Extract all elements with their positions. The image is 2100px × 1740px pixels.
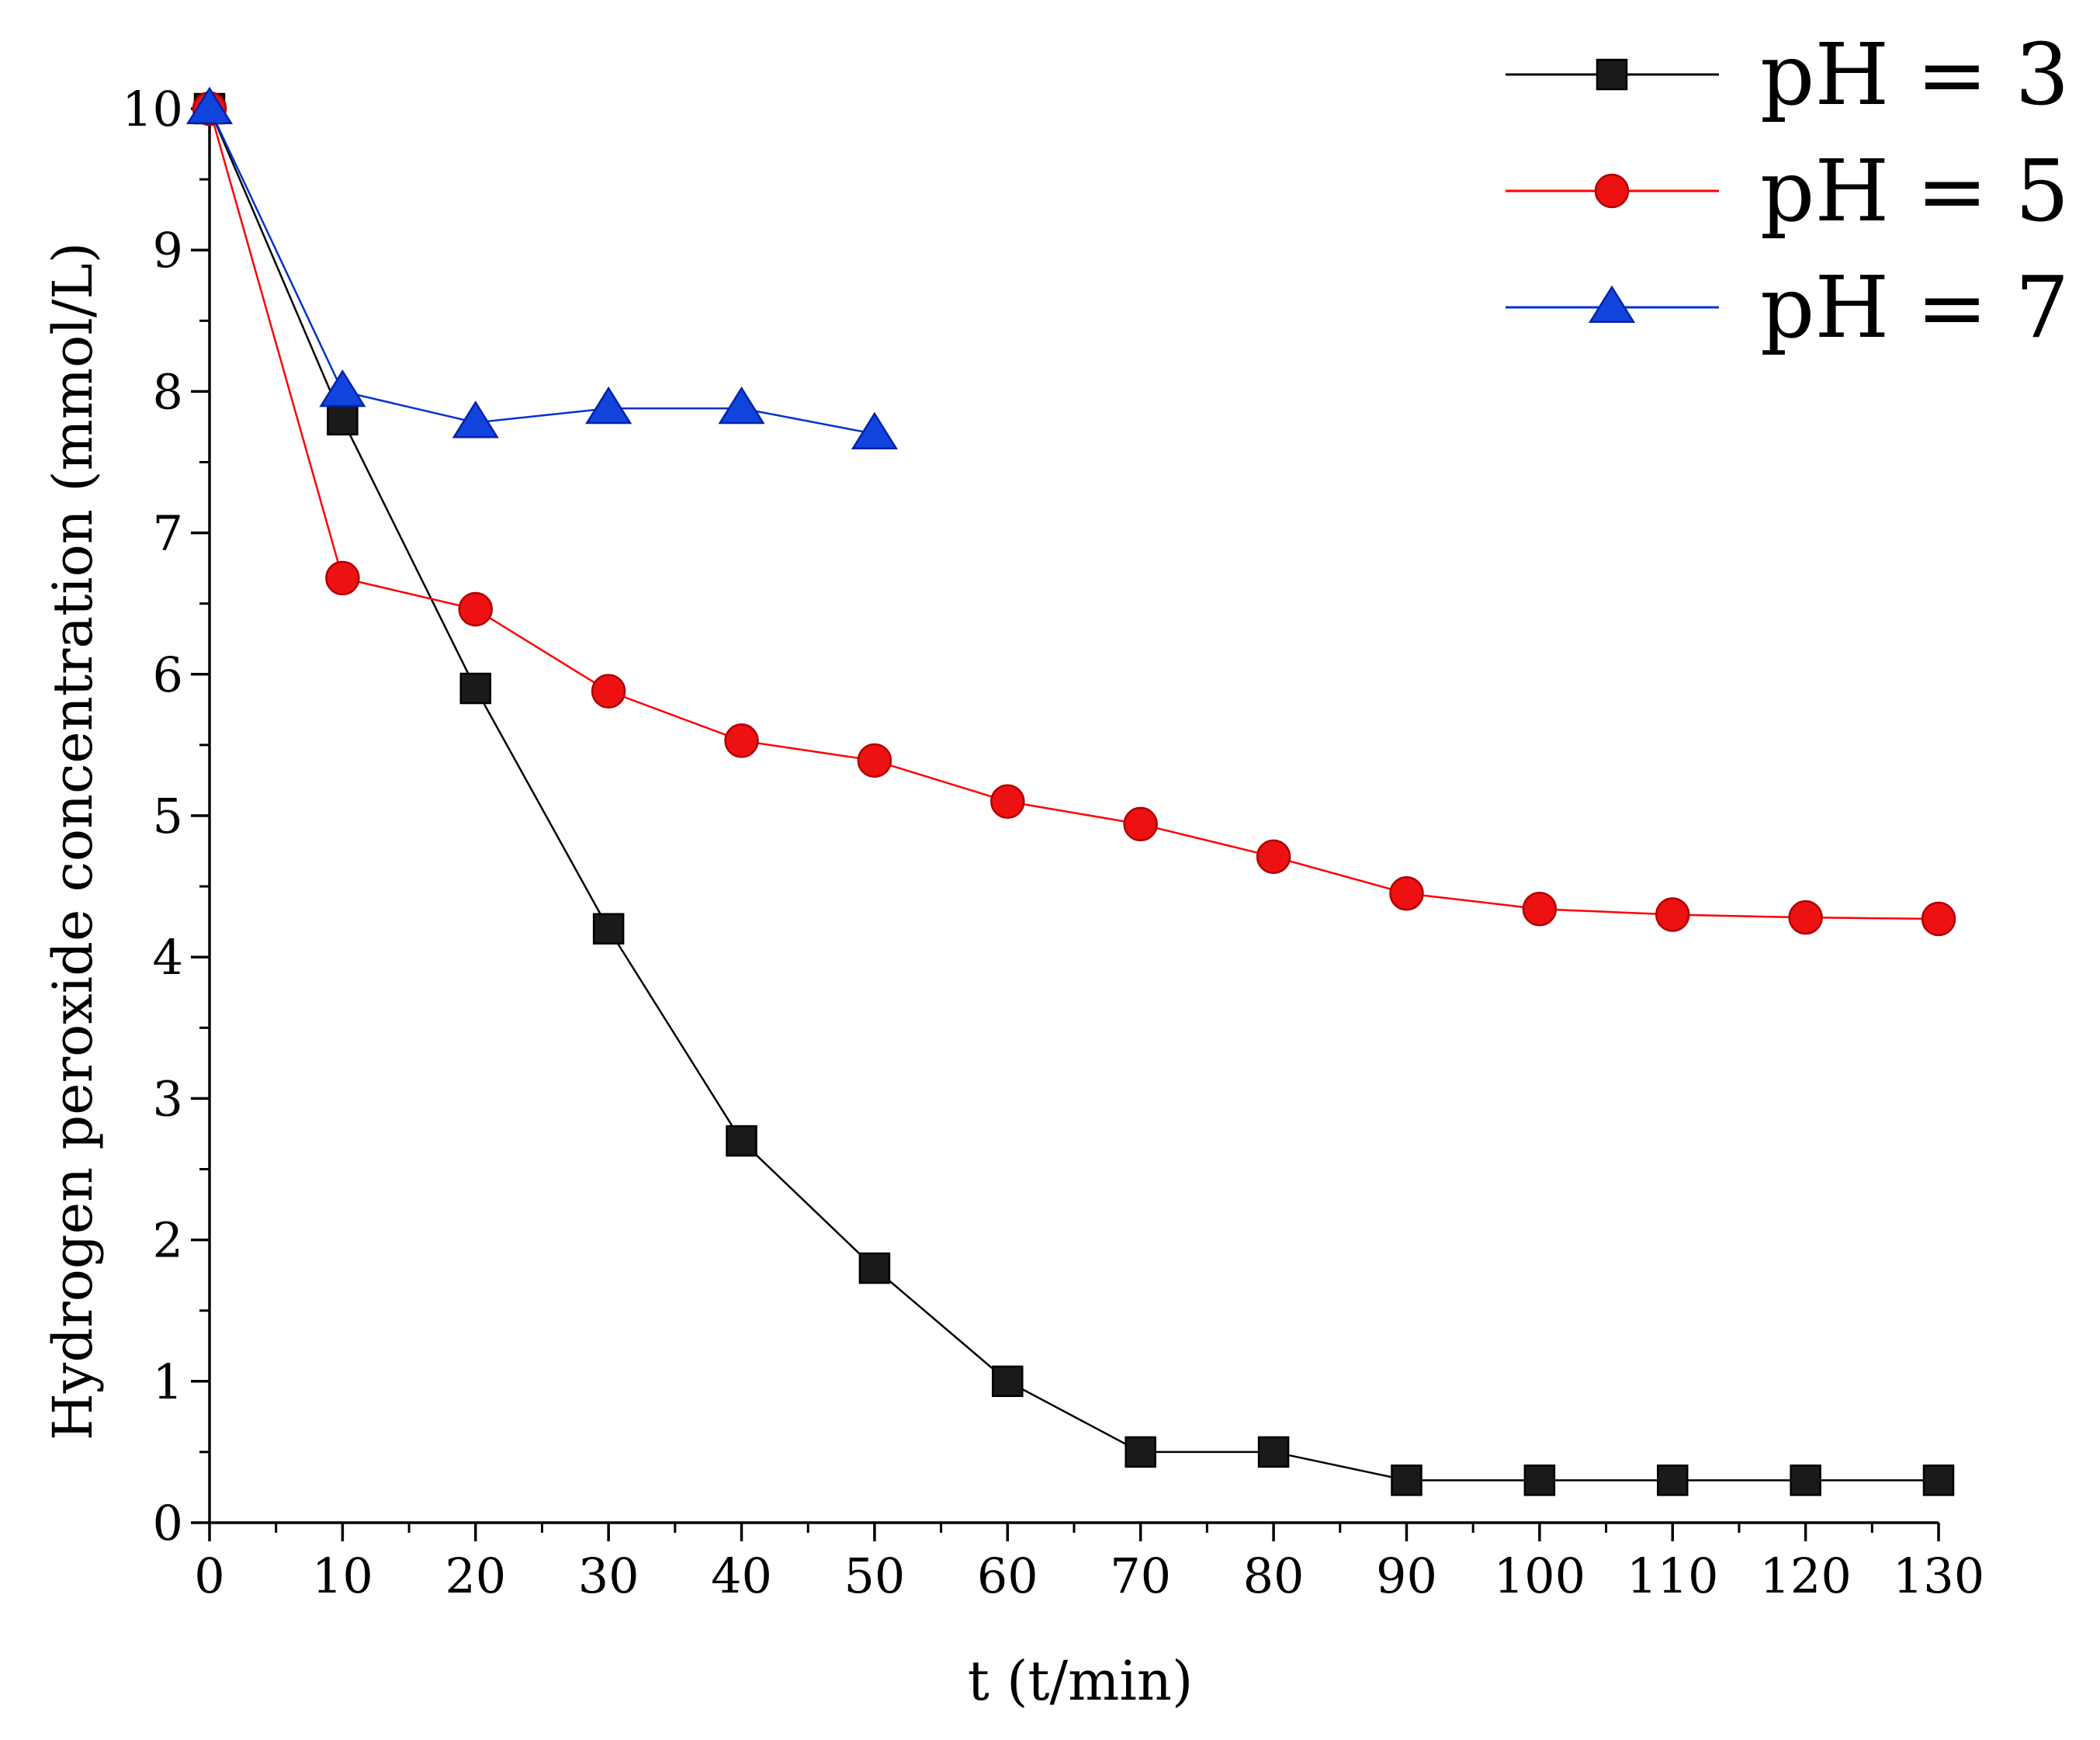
series-line — [208, 108, 875, 435]
legend-label: pH = 7 — [1760, 258, 2069, 357]
data-point — [325, 560, 360, 596]
data-point — [185, 86, 234, 124]
legend-item: pH = 5 — [1506, 141, 2069, 241]
data-point — [1921, 901, 1956, 937]
data-point — [1655, 897, 1690, 932]
data-point — [992, 1365, 1024, 1398]
series-line — [208, 108, 1939, 920]
x-tick-label: 80 — [1243, 1548, 1305, 1604]
ticks: 0 10 20 30 40 50 60 70 80 90 100 110 120 130 0 1 2 3 4 5 6 7 8… — [122, 81, 1984, 1604]
data-point — [585, 386, 632, 425]
data-point — [1125, 1436, 1156, 1468]
y-tick-label: 6 — [153, 646, 183, 703]
y-tick-label: 8 — [153, 363, 183, 420]
y-tick-label: 4 — [153, 929, 183, 986]
data-point — [1790, 1464, 1821, 1496]
data-point — [1257, 1436, 1290, 1468]
x-tick-label: 20 — [445, 1548, 506, 1604]
y-tick-label: 7 — [153, 505, 183, 562]
data-point — [327, 404, 359, 436]
x-tick-label: 130 — [1893, 1548, 1984, 1604]
data-point — [851, 411, 898, 450]
legend: pH = 3 pH = 5 pH = 7 — [1506, 25, 2069, 357]
series-layer — [185, 86, 1956, 1496]
legend-label: pH = 5 — [1760, 141, 2069, 241]
legend-item: pH = 7 — [1506, 258, 2069, 357]
legend-marker — [1588, 285, 1636, 323]
data-point — [459, 672, 492, 705]
axes — [208, 109, 1939, 1524]
legend-label: pH = 3 — [1760, 25, 2069, 124]
y-tick-label: 9 — [153, 222, 183, 279]
legend-marker — [1596, 58, 1628, 91]
data-point — [458, 591, 494, 627]
series-0 — [193, 92, 1955, 1496]
x-tick-label: 50 — [844, 1548, 905, 1604]
data-point — [1389, 875, 1424, 911]
data-point — [1522, 892, 1558, 927]
y-tick-label: 2 — [153, 1212, 183, 1269]
x-tick-label: 30 — [578, 1548, 639, 1604]
legend-marker — [1594, 173, 1630, 209]
x-tick-label: 90 — [1376, 1548, 1437, 1604]
x-tick-label: 100 — [1494, 1548, 1585, 1604]
y-tick-label: 5 — [153, 788, 183, 844]
data-point — [452, 400, 499, 438]
x-tick-label: 110 — [1627, 1548, 1718, 1604]
x-tick-label: 10 — [312, 1548, 373, 1604]
series-2 — [185, 86, 898, 450]
y-axis-title: Hydrogen peroxide concentration (mmol/L) — [41, 242, 105, 1440]
x-axis-title: t (t/min) — [968, 1649, 1194, 1713]
y-tick-label: 1 — [153, 1354, 183, 1410]
data-point — [1656, 1464, 1689, 1496]
data-point — [1788, 899, 1823, 935]
data-point — [1523, 1464, 1556, 1496]
data-point — [319, 369, 366, 407]
x-tick-label: 40 — [711, 1548, 772, 1604]
y-tick-label: 10 — [122, 81, 183, 137]
series-1 — [192, 91, 1956, 937]
data-point — [1391, 1464, 1423, 1496]
x-tick-label: 120 — [1759, 1548, 1851, 1604]
legend-item: pH = 3 — [1506, 25, 2069, 124]
data-point — [726, 1125, 757, 1157]
data-point — [857, 743, 892, 778]
x-tick-label: 60 — [977, 1548, 1038, 1604]
data-point — [858, 1252, 891, 1284]
data-point — [591, 674, 626, 709]
data-point — [1256, 839, 1291, 875]
data-point — [718, 386, 765, 425]
y-tick-label: 3 — [153, 1070, 183, 1127]
y-tick-label: 0 — [153, 1495, 183, 1551]
data-point — [724, 723, 759, 758]
series-line — [208, 108, 1939, 1482]
x-tick-label: 0 — [194, 1548, 224, 1604]
data-point — [1123, 806, 1158, 842]
data-point — [990, 784, 1025, 820]
x-tick-label: 70 — [1110, 1548, 1171, 1604]
data-point — [592, 913, 625, 945]
data-point — [1922, 1464, 1955, 1496]
